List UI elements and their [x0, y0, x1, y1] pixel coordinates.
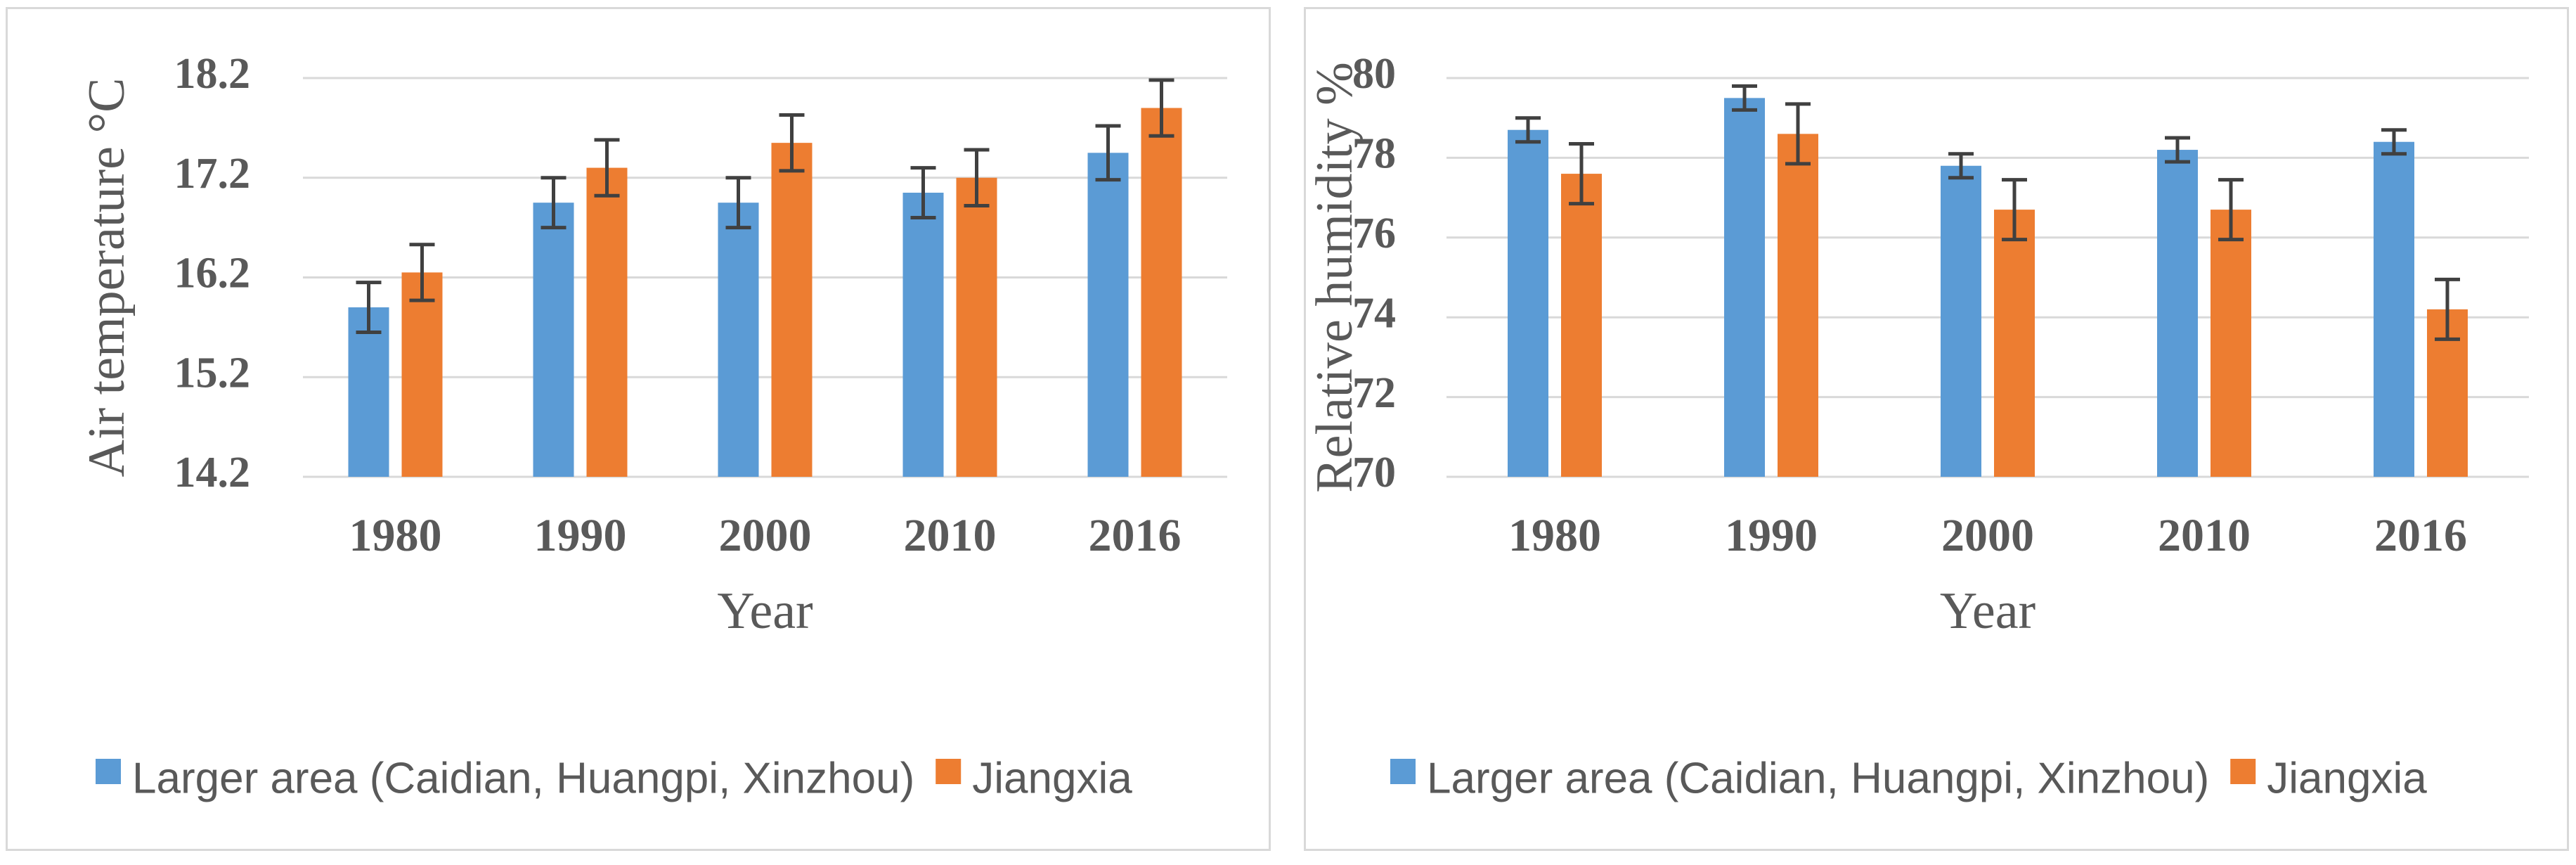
error-bar-2000-series-2 — [2002, 178, 2027, 242]
x-axis-title: Year — [717, 582, 813, 640]
error-bar-2010-series-1 — [910, 166, 936, 219]
x-tick-label: 2000 — [1941, 510, 2034, 561]
y-tick-label: 76 — [1352, 210, 1396, 257]
y-tick-label: 74 — [1352, 289, 1396, 337]
bar-1980-series-2 — [1561, 174, 1602, 477]
error-bar-2000-series-1 — [725, 176, 751, 230]
bar-1990-series-2 — [586, 167, 628, 477]
bar-2000-series-1 — [718, 203, 759, 477]
legend-label: Jiangxia — [972, 754, 1132, 802]
error-bar-1980-series-1 — [1515, 116, 1541, 144]
bar-2000-series-2 — [771, 143, 813, 477]
bar-2010-series-2 — [2211, 210, 2251, 477]
bar-2000-series-2 — [1994, 210, 2035, 477]
humidity-chart: 70 72 74 76 78 80 1980 1990 2000 2010 2016 Year Rela… — [1306, 50, 2529, 802]
y-tick-label: 17.2 — [174, 150, 251, 198]
error-bar-2010-series-1 — [2165, 136, 2190, 164]
x-axis-title: Year — [1940, 582, 2035, 640]
y-tick-label: 15.2 — [174, 349, 251, 397]
bar-2016-series-2 — [1141, 108, 1182, 477]
chart-panel-temperature: 14.2 15.2 16.2 17.2 18.2 1980 1990 2000 2010 2016… — [6, 7, 1271, 851]
error-bar-1980-series-1 — [356, 281, 382, 334]
error-bar-2016-series-1 — [1095, 124, 1121, 182]
temperature-chart: 14.2 15.2 16.2 17.2 18.2 1980 1990 2000 2010 2016… — [78, 50, 1227, 802]
x-tick-label: 2016 — [2374, 510, 2467, 561]
error-bar-2016-series-1 — [2381, 128, 2407, 156]
x-tick-label: 1980 — [349, 510, 442, 561]
x-tick-label: 2010 — [904, 510, 997, 561]
bar-1990-series-1 — [1724, 98, 1765, 478]
x-tick-label: 1990 — [534, 510, 627, 561]
bar-1990-series-1 — [533, 203, 574, 477]
legend-label: Jiangxia — [2267, 754, 2427, 802]
y-tick-label: 78 — [1352, 130, 1396, 178]
error-bar-1990-series-2 — [1785, 102, 1811, 166]
error-bar-2016-series-2 — [2435, 277, 2460, 341]
error-bar-2000-series-1 — [1948, 152, 1974, 180]
x-tick-label: 2000 — [719, 510, 812, 561]
x-tick-label: 2010 — [2158, 510, 2251, 561]
bar-1980-series-1 — [1508, 129, 1548, 477]
bar-2000-series-1 — [1941, 165, 1981, 478]
bar-1980-series-2 — [401, 272, 443, 477]
y-axis-title: Relative humidity % — [1306, 62, 1364, 492]
y-tick-label: 16.2 — [174, 250, 251, 297]
x-tick-label: 1980 — [1508, 510, 1601, 561]
legend-label: Larger area (Caidian, Huangpi, Xinzhou) — [132, 754, 914, 802]
y-axis-title: Air temperature °C — [78, 78, 136, 478]
error-bar-1990-series-1 — [541, 176, 567, 230]
error-bar-1980-series-2 — [1569, 142, 1594, 206]
y-tick-label: 80 — [1352, 50, 1396, 98]
error-bar-1990-series-2 — [594, 138, 620, 198]
bar-2016-series-1 — [1087, 153, 1129, 477]
error-bar-2010-series-2 — [964, 148, 990, 207]
bar-2010-series-2 — [956, 177, 997, 477]
bar-1980-series-1 — [348, 307, 389, 477]
y-tick-label: 18.2 — [174, 50, 251, 98]
y-tick-label: 70 — [1352, 449, 1396, 496]
x-tick-label: 2016 — [1089, 510, 1182, 561]
bar-2016-series-1 — [2374, 141, 2414, 477]
legend-label: Larger area (Caidian, Huangpi, Xinzhou) — [1427, 754, 2209, 802]
error-bar-2010-series-2 — [2218, 178, 2244, 242]
error-bar-2016-series-2 — [1148, 78, 1174, 138]
legend-swatch — [1390, 759, 1416, 784]
bar-2010-series-1 — [2157, 150, 2198, 477]
legend-swatch — [2230, 759, 2256, 784]
y-tick-label: 72 — [1352, 369, 1396, 417]
bar-2010-series-1 — [902, 193, 944, 477]
chart-panel-humidity: 70 72 74 76 78 80 1980 1990 2000 2010 2016 Year Rela… — [1304, 7, 2569, 851]
legend-swatch — [96, 759, 121, 784]
error-bar-2000-series-2 — [779, 113, 805, 173]
bar-1990-series-2 — [1778, 134, 1818, 477]
error-bar-1980-series-2 — [409, 243, 435, 302]
x-tick-label: 1990 — [1725, 510, 1818, 561]
legend-swatch — [936, 759, 962, 784]
error-bar-1990-series-1 — [1732, 84, 1757, 112]
y-tick-label: 14.2 — [174, 449, 251, 496]
